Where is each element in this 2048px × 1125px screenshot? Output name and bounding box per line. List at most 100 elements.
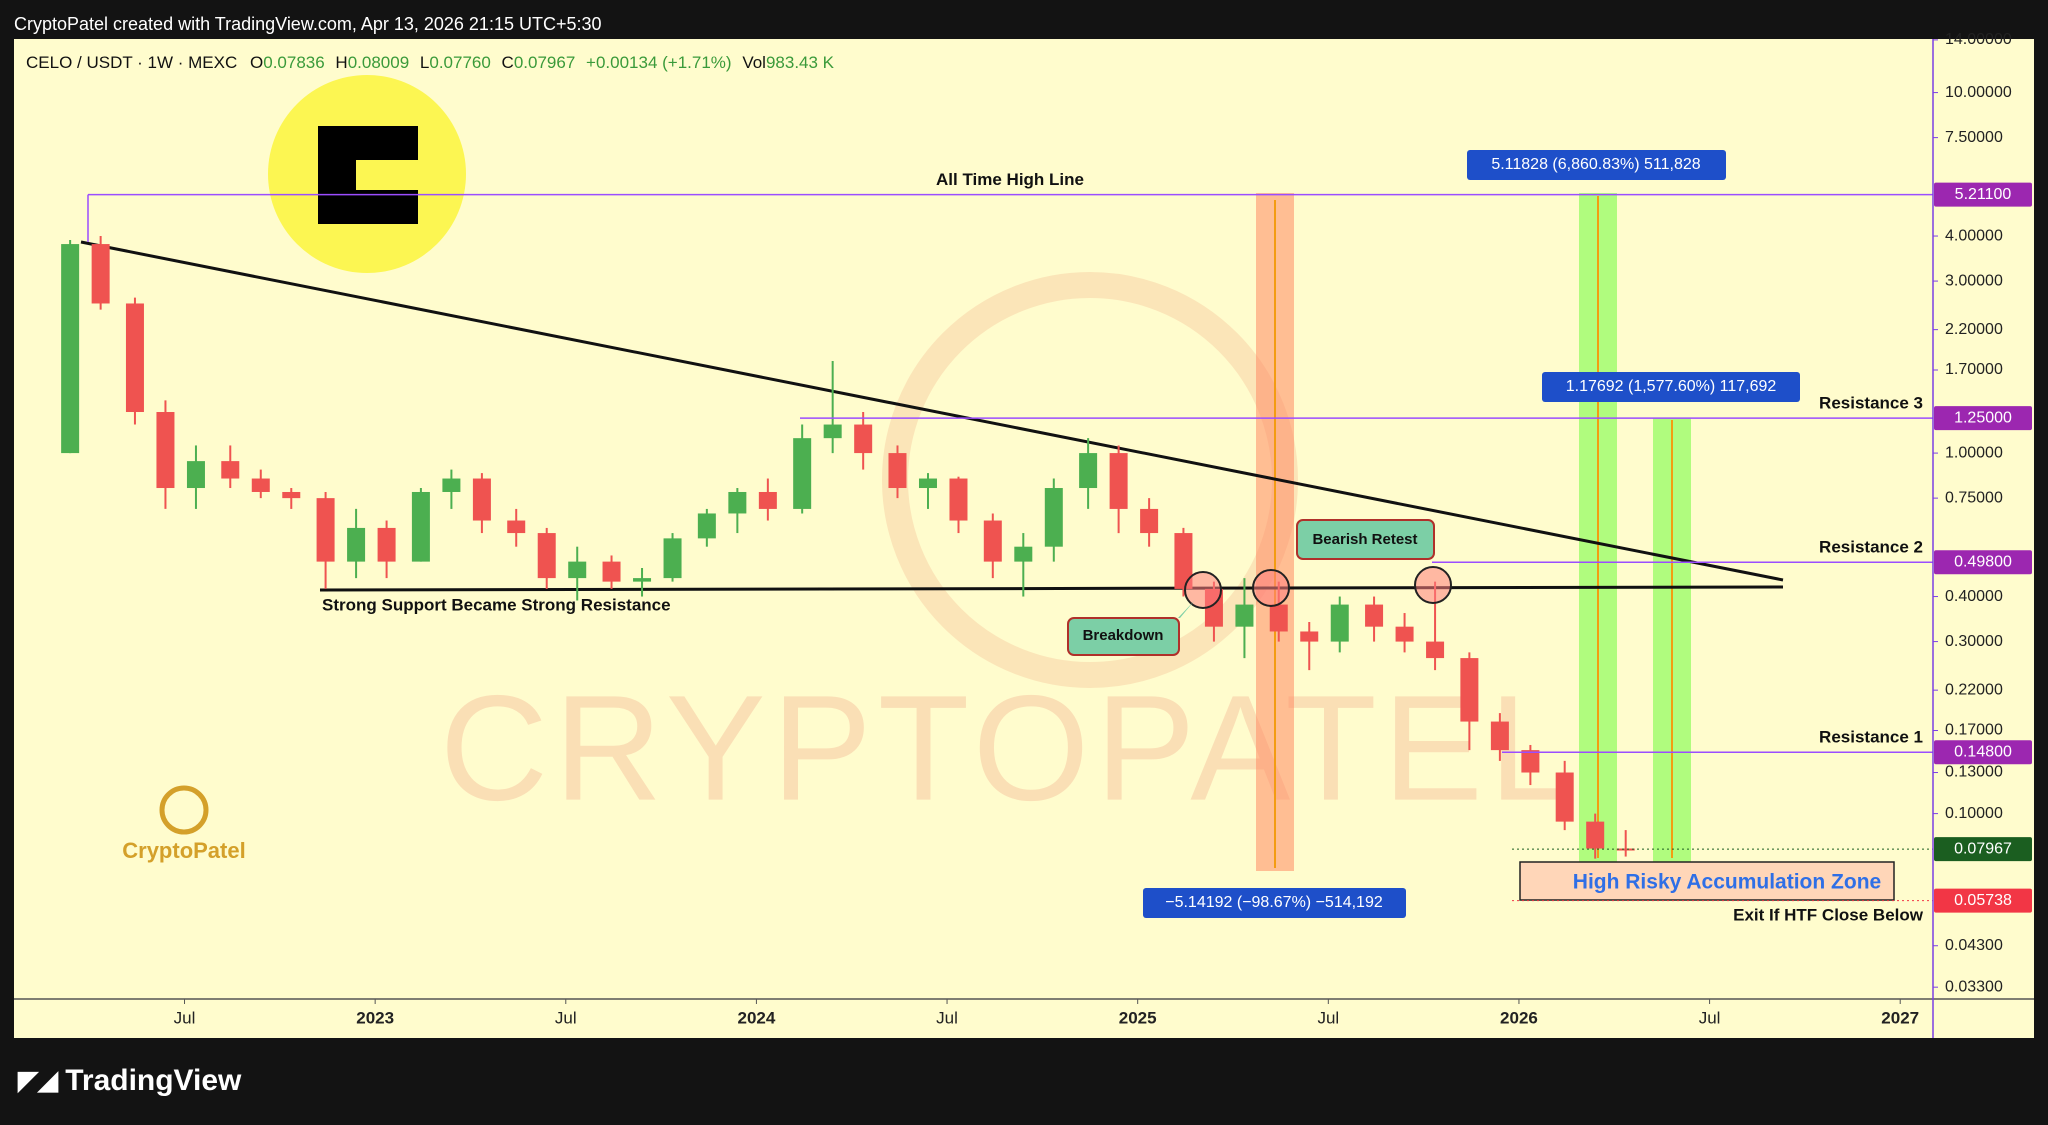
cp-logo (159, 785, 209, 835)
candle-body (507, 520, 526, 534)
axes: 14.00000 10.00000 7.50000 4.00000 3.00000 2.2… (14, 31, 2034, 1038)
y-tick-label: 0.22000 (1945, 681, 2003, 698)
measure-label: 1.17692 (1,577.60%) 117,692 (1566, 378, 1777, 395)
retest-label: Bearish Retest (1312, 531, 1417, 548)
price-badge-label: 0.05738 (1954, 892, 2012, 909)
candle-body (442, 478, 461, 492)
measure-box (1143, 888, 1406, 918)
candle-body (663, 538, 682, 579)
watermark: CRYPTOPATEL (440, 664, 1579, 832)
retest-circle (1414, 566, 1452, 604)
candle-body (411, 491, 430, 562)
exit-label: Exit If HTF Close Below (1733, 905, 1924, 924)
y-tick-label: 1.70000 (1945, 361, 2003, 378)
candle-body (633, 578, 652, 582)
x-tick-label: Jul (555, 1008, 577, 1027)
y-tick-label: 0.04300 (1945, 937, 2003, 954)
retest-circle (1252, 569, 1290, 607)
pointer (1178, 600, 1195, 618)
y-tick-label: 0.03300 (1945, 978, 2003, 995)
support-line (319, 585, 1784, 592)
retest-circle (1184, 571, 1222, 609)
y-tick-label: 4.00000 (1945, 227, 2003, 244)
legend: CELO / USDT · 1W · MEXC O0.07836 H0.0800… (26, 53, 835, 72)
candle-body (728, 491, 747, 514)
breakdown-box (1067, 617, 1180, 656)
measure-label: 5.11828 (6,860.83%) 511,828 (1491, 156, 1700, 173)
x-tick-label: Jul (1699, 1008, 1721, 1027)
x-tick-label: Jul (936, 1008, 958, 1027)
accumulation-zone (1519, 861, 1895, 901)
c-value: 0.07967 (514, 53, 575, 72)
candle-body (1490, 721, 1509, 751)
candle-body (156, 412, 175, 489)
candle-body (1426, 641, 1445, 659)
annotations: Strong Support Became Strong Resistance … (87, 75, 2032, 924)
vol-value: 983.43 K (766, 53, 835, 72)
y-tick-label: 3.00000 (1945, 272, 2003, 289)
measure-box (1467, 150, 1726, 180)
candle-body (854, 424, 873, 454)
candle-body (537, 533, 556, 579)
candle-body (1555, 772, 1574, 822)
level-badge-label: 5.21100 (1955, 186, 2012, 203)
candle-body (377, 527, 396, 562)
candle-body (1586, 821, 1605, 849)
y-tick-label: 1.00000 (1945, 444, 2003, 461)
candle-body (282, 491, 301, 499)
candle-body (1235, 604, 1254, 627)
support-label: Strong Support Became Strong Resistance (322, 595, 671, 614)
h-label: H (335, 53, 347, 72)
x-tick-label: Jul (174, 1008, 196, 1027)
candle-body (888, 453, 907, 489)
y-tick-label: 0.75000 (1945, 489, 2003, 506)
candle-body (1365, 604, 1384, 627)
cp-logo-text: CryptoPatel (122, 838, 245, 863)
candle-body (347, 527, 366, 562)
candle-body (1330, 604, 1349, 642)
plot: CRYPTOPATEL (80, 193, 1895, 901)
candle-body (1395, 626, 1414, 642)
level-name: Resistance 3 (1819, 394, 1923, 413)
candle-body (186, 461, 205, 489)
candle-body (1460, 658, 1479, 722)
celo-mark (318, 126, 418, 224)
brand-icon: ◤◢ (17, 1065, 65, 1095)
y-tick-label: 0.40000 (1945, 588, 2003, 605)
measure-box (1542, 372, 1800, 402)
candle-body (697, 513, 716, 539)
candles (61, 236, 1635, 859)
candle-body (1300, 631, 1319, 642)
level-badge-label: 0.14800 (1954, 743, 2012, 760)
level-badge (1934, 740, 2032, 765)
candle-body (823, 424, 842, 439)
zone-label: High Risky Accumulation Zone (1573, 871, 1881, 894)
l-label: L (420, 53, 429, 72)
level-badge (1934, 550, 2032, 575)
y-tick-label: 10.00000 (1945, 84, 2012, 101)
candle-body (1014, 546, 1033, 562)
candle-body (472, 478, 491, 521)
change: +0.00134 (+1.71%) (586, 53, 732, 72)
x-tick-label: 2027 (1881, 1008, 1919, 1027)
celo-logo (268, 75, 466, 273)
brand: TradingView (65, 1064, 242, 1097)
level-badge-label: 1.25000 (1954, 409, 2012, 426)
y-tick-label: 14.00000 (1945, 31, 2012, 48)
x-tick-label: 2024 (738, 1008, 776, 1027)
o-label: O (250, 53, 263, 72)
candle-body (251, 478, 270, 492)
vol-label: Vol (742, 53, 766, 72)
y-tick-label: 0.17000 (1945, 722, 2003, 739)
candle-body (91, 244, 110, 304)
candle-body (1109, 453, 1128, 509)
candle-body (1140, 508, 1159, 534)
candle-body (1174, 533, 1193, 589)
measure-label: −5.14192 (−98.67%) −514,192 (1165, 894, 1383, 911)
candle-body (1044, 488, 1063, 547)
y-tick-label: 7.50000 (1945, 129, 2003, 146)
x-tick-label: 2023 (356, 1008, 394, 1027)
candle-body (793, 438, 812, 509)
